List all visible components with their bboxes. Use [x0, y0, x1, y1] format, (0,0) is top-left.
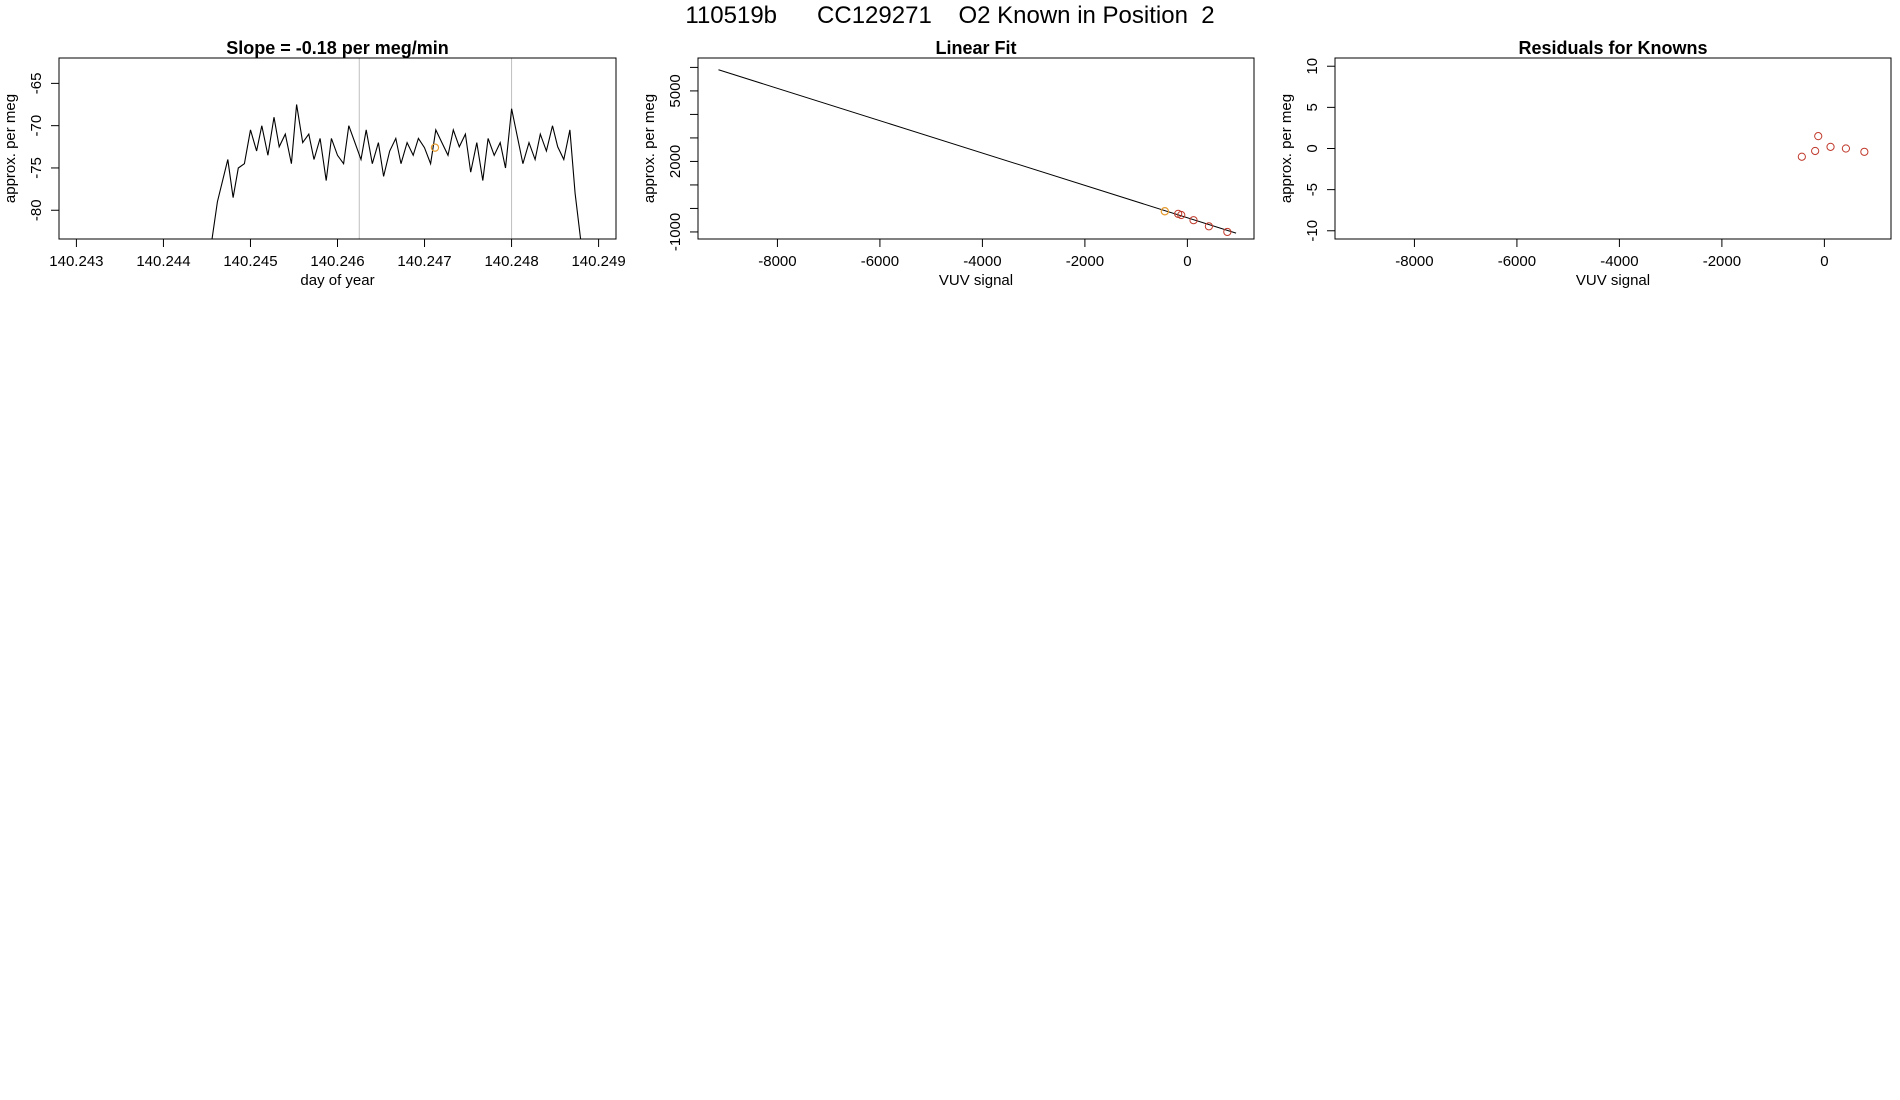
y-tick-label: -80 [28, 199, 45, 221]
data-point [1811, 146, 1820, 156]
plot-area [1797, 132, 1869, 161]
x-tick-label: -6000 [861, 253, 899, 270]
x-tick-label: -8000 [1395, 253, 1433, 270]
plot-frame [1334, 57, 1892, 240]
y-tick-label: -75 [28, 157, 45, 179]
plot-area [718, 69, 1237, 237]
chart-title: Slope = -0.18 per meg/min [226, 38, 449, 58]
y-tick-label: -70 [28, 115, 45, 137]
x-tick-label: -2000 [1703, 253, 1741, 270]
x-axis-label: VUV signal [1576, 272, 1650, 289]
data-point [1814, 132, 1823, 141]
x-tick-label: -4000 [963, 253, 1001, 270]
x-tick-label: 140.244 [136, 253, 190, 270]
chart-title: Residuals for Knowns [1518, 38, 1707, 58]
x-axis-label: VUV signal [939, 272, 1013, 289]
x-tick-label: 140.245 [223, 253, 277, 270]
data-point [1797, 152, 1806, 161]
y-tick-label: -1000 [667, 213, 684, 251]
data-point [1860, 147, 1869, 156]
x-tick-label: 0 [1183, 253, 1191, 270]
x-axis-label: day of year [300, 272, 374, 289]
y-tick-label: 5 [1304, 103, 1321, 111]
fit-line [718, 69, 1237, 234]
plot-area [211, 58, 582, 239]
data-point [1826, 142, 1835, 151]
series-line [211, 104, 582, 239]
figure-title: 110519b CC129271 O2 Known in Position 2 [685, 2, 1215, 29]
y-tick-label: 2000 [667, 145, 684, 178]
y-tick-label: -10 [1304, 220, 1321, 242]
x-tick-label: 140.248 [484, 253, 538, 270]
y-tick-label: -5 [1304, 183, 1321, 196]
y-tick-label: 10 [1304, 58, 1321, 75]
data-point [1841, 144, 1851, 153]
chart-panel-2: Linear Fit -8000 -6000 -4000 -2000 0 -1000 2000… [641, 38, 1255, 289]
y-tick-label: 0 [1304, 144, 1321, 152]
x-tick-label: -6000 [1498, 253, 1536, 270]
highlight-point [1160, 207, 1170, 216]
plot-frame [58, 57, 617, 240]
y-tick-label: -65 [28, 73, 45, 95]
chart-panel-3: Residuals for Knowns -8000 -6000 -4000 -2000… [1278, 38, 1892, 289]
y-axis-label: approx. per meg [2, 94, 19, 203]
highlight-point [430, 143, 440, 152]
data-point [1223, 227, 1232, 237]
data-point [1189, 216, 1198, 225]
x-tick-label: 140.246 [310, 253, 364, 270]
chart-title: Linear Fit [935, 38, 1016, 58]
x-tick-label: 140.249 [571, 253, 625, 270]
x-tick-label: 140.243 [49, 253, 103, 270]
data-point [1204, 222, 1214, 231]
x-tick-label: -8000 [758, 253, 796, 270]
x-tick-label: 140.247 [397, 253, 451, 270]
x-tick-label: -2000 [1066, 253, 1104, 270]
chart-panel-1: Slope = -0.18 per meg/min 140.243 140.244 1… [2, 38, 626, 289]
plot-frame [697, 57, 1255, 240]
x-tick-label: 0 [1820, 253, 1828, 270]
x-tick-label: -4000 [1600, 253, 1638, 270]
y-tick-label: 5000 [667, 74, 684, 107]
y-axis-label: approx. per meg [1278, 94, 1295, 203]
y-axis-label: approx. per meg [641, 94, 658, 203]
data-point [1177, 210, 1186, 220]
